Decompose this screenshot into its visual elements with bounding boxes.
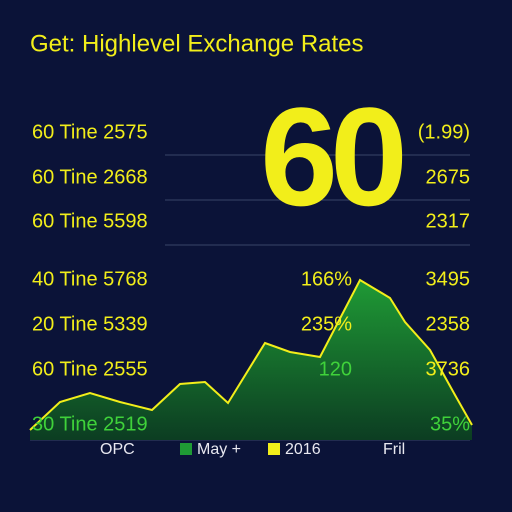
row-value: (1.99) [418,121,470,143]
row-label: 40 Tine 5768 [32,268,148,290]
axis-label: OPC [100,441,135,458]
row-label: 20 Tine 5339 [32,313,148,335]
row-label: 60 Tine 2575 [32,121,148,143]
legend-swatch [268,443,280,455]
legend-entry: 2016 [285,441,321,458]
row-value: 3736 [426,358,471,380]
area [30,280,472,440]
row-middle: 235% [301,313,352,335]
row-value: 3495 [426,268,471,290]
row-value: 35% [430,413,470,435]
row-value: 2675 [426,166,471,188]
row-label: 60 Tine 2668 [32,166,148,188]
area-line [29,278,473,431]
legend-entry: May + [197,441,241,458]
row-label: 30 Tine 2519 [32,413,148,435]
end-label: Fril [383,441,405,458]
row-middle: 120 [319,358,352,380]
legend-swatch [180,443,192,455]
row-label: 60 Tine 2555 [32,358,148,380]
rows: 60 Tine 2575 (1.99) 60 Tine 2668 2675 60 Tin… [32,121,470,435]
row-middle: 166% [301,268,352,290]
big-number: 60 [260,78,403,235]
row-label: 60 Tine 5598 [32,210,148,232]
title: Get: Highlevel Exchange Rates [30,30,364,57]
row-value: 2317 [426,210,471,232]
row-value: 2358 [426,313,471,335]
